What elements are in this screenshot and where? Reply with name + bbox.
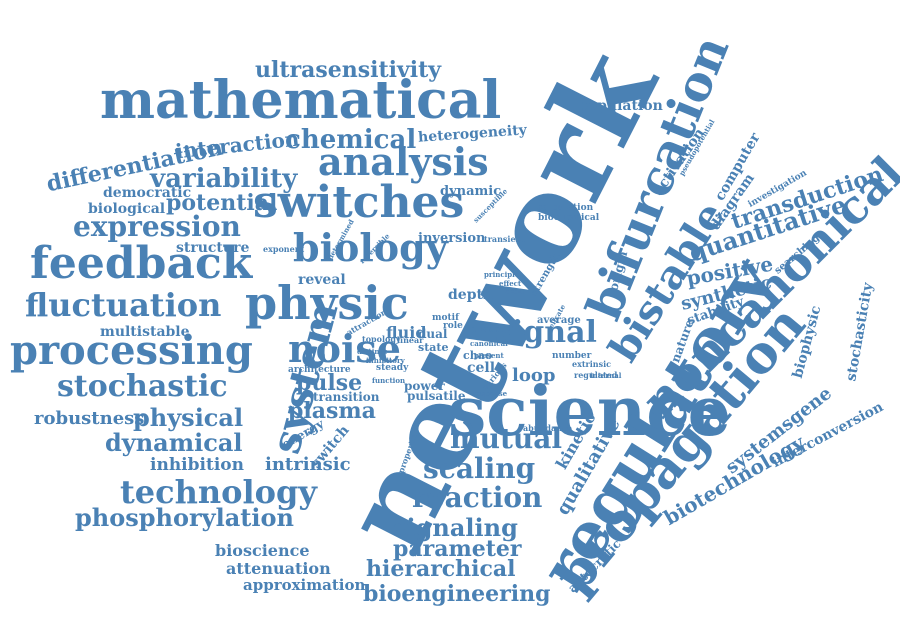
word: hierarchical [366, 556, 516, 582]
word: variability [150, 164, 298, 194]
word: potential [166, 190, 278, 216]
word: pulsatile [407, 389, 466, 403]
word: architecture [288, 365, 351, 375]
word: calculation [537, 203, 594, 213]
word: ultrasensitivity [255, 57, 442, 83]
word: structure [176, 240, 250, 256]
word: internal [590, 371, 622, 380]
word: pulse [296, 370, 363, 396]
word: response [472, 389, 508, 398]
word: canonical [470, 339, 508, 348]
word: plasma [288, 398, 376, 424]
word: present [474, 351, 504, 360]
word: chemical [285, 125, 417, 155]
word: signaling [393, 513, 518, 542]
word: population [578, 98, 663, 114]
word: effect [499, 279, 522, 288]
word: processing [10, 327, 253, 374]
word: intrinsic [265, 454, 351, 475]
word: switches [253, 177, 465, 228]
word: inhibition [150, 455, 244, 475]
word: power [404, 379, 445, 393]
word: motif [432, 313, 459, 323]
word: bioengineering [363, 581, 551, 607]
word: chain [505, 287, 527, 296]
word: number [552, 351, 592, 361]
word: fluid [386, 323, 427, 342]
word: stochasticity [843, 281, 877, 383]
word: dynamic [440, 184, 502, 199]
word: distinct [357, 347, 387, 356]
word: role [443, 321, 463, 331]
word: abundance [523, 423, 572, 433]
word: democratic [103, 185, 192, 201]
word: average [537, 315, 581, 326]
word: science [448, 372, 731, 452]
word: physical [133, 403, 244, 432]
word: mutual [450, 422, 563, 455]
word: topology [362, 334, 401, 344]
word: chao [463, 349, 493, 362]
word: approximation [243, 576, 366, 594]
word: noise [288, 326, 401, 371]
word: state [418, 341, 449, 354]
word: parameter [393, 536, 522, 562]
word: bioscience [215, 541, 310, 560]
word: biological [88, 201, 166, 217]
word: loop [512, 365, 556, 386]
word: attenuation [226, 559, 331, 578]
word: steady [376, 363, 409, 373]
word: expression [73, 210, 241, 243]
word: function [372, 376, 406, 385]
word: dual [418, 327, 448, 341]
word: inversion [418, 231, 486, 246]
word: principle [484, 270, 520, 279]
word: linear [397, 335, 424, 345]
word: signal [495, 315, 597, 350]
word: regulated [574, 370, 618, 380]
word: depth [448, 287, 494, 303]
word: transient [484, 234, 526, 244]
word: phosphorylation [75, 503, 294, 532]
word: cell [467, 360, 496, 376]
word: feedback [30, 238, 253, 289]
word: dynamical [105, 428, 243, 457]
word: interaction [174, 126, 301, 164]
word: physic [245, 276, 409, 330]
word: robustness [34, 408, 145, 429]
word: exponent [263, 244, 305, 254]
word: inhibitory [366, 356, 405, 365]
word: reaction [412, 481, 543, 514]
word: transition [313, 390, 380, 404]
word: extrinsic [572, 359, 612, 369]
word: scaling [423, 452, 536, 485]
word: biochemical [538, 213, 600, 223]
word: reveal [298, 272, 346, 288]
word: stochastic [57, 369, 228, 404]
word: mathematical [100, 70, 502, 131]
word: phase [470, 325, 500, 335]
word: biology [293, 225, 448, 270]
word: technology [120, 473, 317, 511]
word: analysis [318, 139, 489, 184]
word: fluctuation [25, 286, 222, 324]
word: multistable [100, 324, 190, 340]
